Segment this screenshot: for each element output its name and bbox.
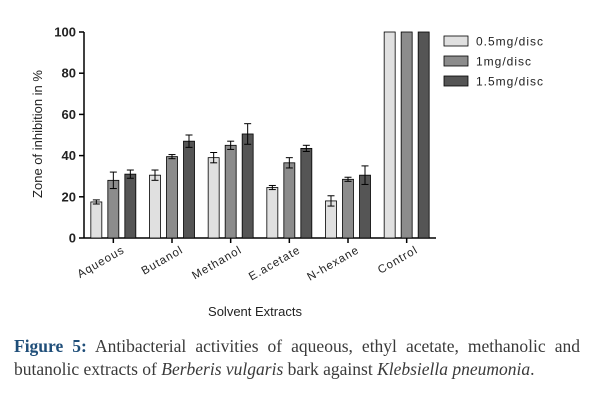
legend-label: 1mg/disc (476, 55, 532, 69)
legend-label: 1.5mg/disc (476, 75, 544, 89)
caption-text: Antibacterial activities of aqueous, eth… (14, 336, 580, 379)
bar (342, 178, 354, 239)
caption-figure-label: Figure 5: (14, 336, 87, 356)
bar (283, 162, 296, 239)
y-tick-label: 100 (54, 25, 76, 40)
x-tick-label: N-hexane (305, 244, 361, 283)
x-tick-label: Control (376, 244, 420, 276)
chart-legend: 0.5mg/disc 1mg/disc 1.5mg/disc (443, 35, 544, 89)
x-tick-label: Butanol (140, 244, 186, 277)
bar (207, 157, 220, 239)
x-tick-label: E.acetate (247, 244, 303, 283)
caption-species: Berberis vulgaris (161, 359, 284, 379)
y-tick-label: 0 (69, 231, 76, 246)
bar (90, 201, 103, 239)
y-tick-label: 80 (62, 66, 76, 81)
caption-period: . (530, 359, 535, 379)
bar (266, 187, 279, 239)
legend-label: 0.5mg/disc (476, 35, 544, 49)
bar (241, 133, 254, 239)
x-axis-label: Solvent Extracts (208, 304, 302, 319)
bar (183, 140, 195, 239)
bar (224, 144, 237, 239)
caption-text-2: bark against (287, 359, 373, 379)
legend-swatch (443, 55, 469, 67)
figure-caption: Figure 5: Antibacterial activities of aq… (14, 335, 580, 381)
y-tick-label: 20 (62, 189, 76, 204)
x-tick-label: Aqueous (75, 244, 126, 281)
bar (166, 156, 178, 239)
caption-organism: Klebsiella pneumonia (377, 359, 531, 379)
y-tick-label: 60 (62, 107, 76, 122)
bar (417, 31, 430, 239)
bar (383, 31, 396, 239)
bar (124, 173, 137, 239)
bar (300, 147, 313, 239)
bar (400, 31, 413, 239)
legend-swatch (443, 75, 469, 87)
y-tick-label: 40 (62, 148, 76, 163)
chart-bars (90, 31, 430, 239)
bar (149, 174, 161, 239)
y-axis-label: Zone of inhibition in % (30, 70, 45, 198)
legend-swatch (443, 35, 469, 47)
bar-chart: 0 20 40 60 80 100 Aqueous Butanol Methanol E.acet… (30, 25, 544, 320)
x-tick-label: Methanol (190, 244, 244, 282)
